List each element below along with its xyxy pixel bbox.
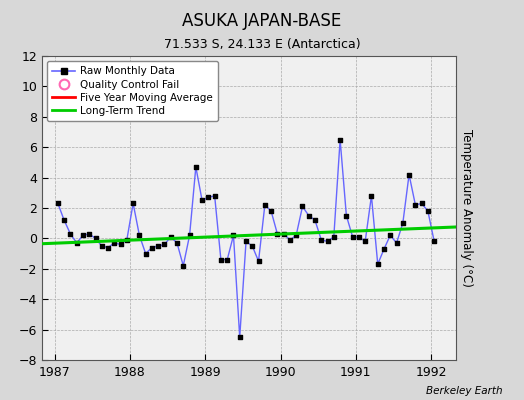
Point: [342, 212, 351, 219]
Point: [380, 246, 388, 252]
Point: [260, 202, 269, 208]
Point: [411, 202, 420, 208]
Point: [110, 240, 118, 246]
Point: [304, 212, 313, 219]
Point: [424, 208, 432, 214]
Point: [129, 200, 137, 207]
Point: [254, 258, 263, 264]
Point: [72, 240, 81, 246]
Point: [79, 232, 87, 238]
Point: [148, 244, 156, 251]
Point: [211, 193, 219, 199]
Point: [374, 261, 382, 268]
Point: [167, 234, 175, 240]
Point: [85, 231, 93, 237]
Point: [361, 238, 369, 245]
Point: [248, 243, 256, 249]
Point: [235, 334, 244, 340]
Point: [192, 164, 200, 170]
Point: [298, 203, 307, 210]
Point: [286, 237, 294, 243]
Point: [430, 238, 439, 245]
Text: Berkeley Earth: Berkeley Earth: [427, 386, 503, 396]
Point: [223, 256, 232, 263]
Point: [173, 240, 181, 246]
Point: [204, 194, 213, 200]
Point: [198, 197, 206, 204]
Point: [91, 235, 100, 242]
Point: [399, 220, 407, 226]
Point: [160, 241, 169, 248]
Text: 71.533 S, 24.133 E (Antarctica): 71.533 S, 24.133 E (Antarctica): [163, 38, 361, 51]
Text: ASUKA JAPAN-BASE: ASUKA JAPAN-BASE: [182, 12, 342, 30]
Point: [267, 208, 275, 214]
Point: [273, 231, 281, 237]
Point: [97, 243, 106, 249]
Point: [392, 240, 401, 246]
Point: [179, 262, 188, 269]
Point: [367, 193, 376, 199]
Point: [185, 232, 194, 238]
Point: [230, 232, 238, 238]
Point: [317, 237, 325, 243]
Point: [292, 232, 300, 238]
Point: [116, 241, 125, 248]
Point: [53, 200, 62, 207]
Point: [311, 217, 319, 223]
Point: [123, 237, 131, 243]
Point: [279, 231, 288, 237]
Point: [355, 234, 363, 240]
Point: [242, 238, 250, 245]
Point: [348, 234, 357, 240]
Point: [386, 232, 395, 238]
Point: [405, 171, 413, 178]
Point: [135, 232, 144, 238]
Point: [323, 238, 332, 245]
Point: [217, 256, 225, 263]
Point: [104, 244, 112, 251]
Point: [141, 250, 150, 257]
Point: [418, 200, 426, 207]
Point: [60, 217, 68, 223]
Y-axis label: Temperature Anomaly (°C): Temperature Anomaly (°C): [460, 129, 473, 287]
Point: [336, 136, 344, 143]
Point: [154, 243, 162, 249]
Point: [330, 234, 338, 240]
Point: [66, 231, 74, 237]
Legend: Raw Monthly Data, Quality Control Fail, Five Year Moving Average, Long-Term Tren: Raw Monthly Data, Quality Control Fail, …: [47, 61, 219, 121]
